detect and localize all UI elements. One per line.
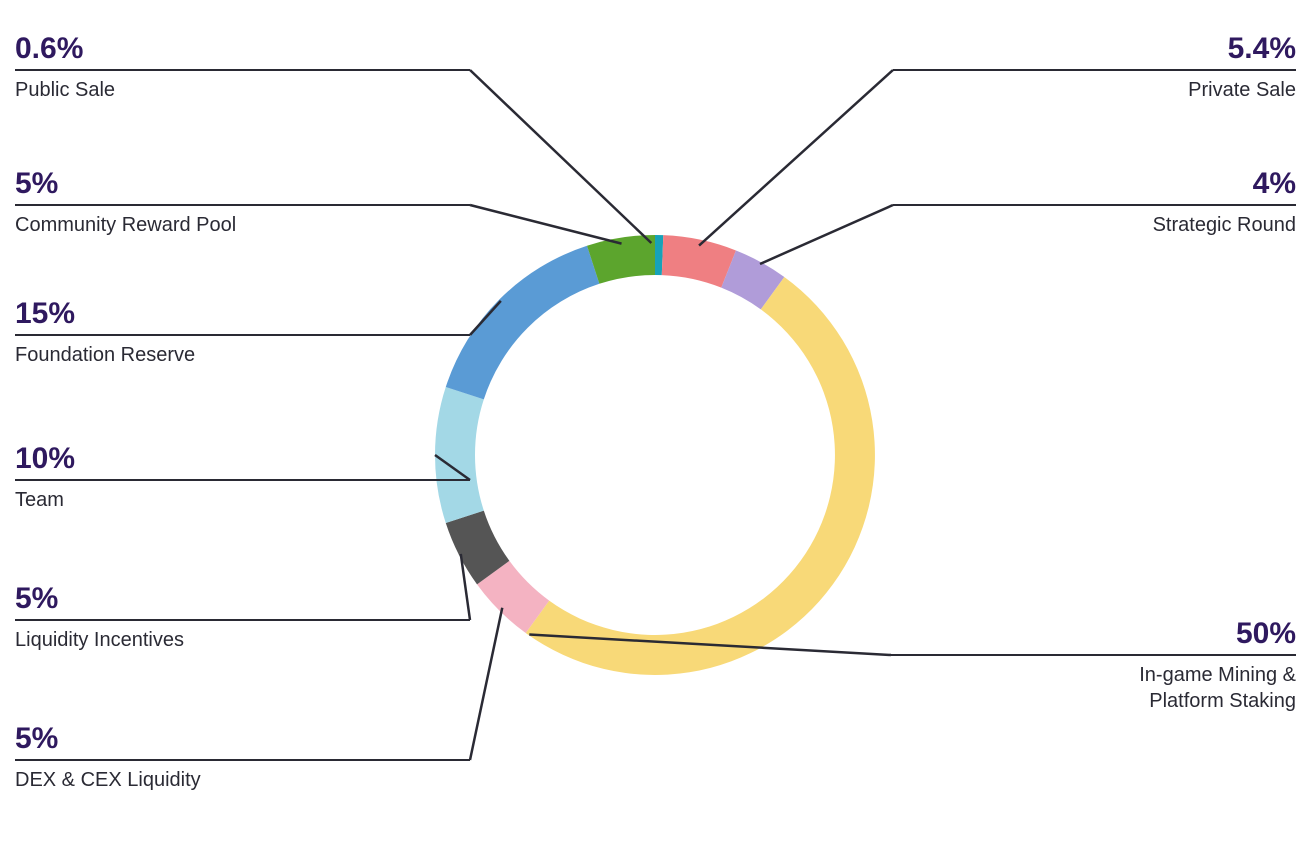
callout-label: In-game Mining & [1139, 664, 1296, 686]
donut-chart: 0.6% Public Sale 5% Community Reward Pool 15… [0, 0, 1311, 863]
callout-label: DEX & CEX Liquidity [15, 769, 201, 791]
callout-leader [470, 608, 502, 760]
callout-label: Community Reward Pool [15, 214, 236, 236]
donut-segment [435, 387, 484, 523]
donut-segment [526, 277, 875, 675]
callout-label: Platform Staking [1149, 690, 1296, 712]
callout-label: Team [15, 489, 64, 511]
callout-percent: 5% [15, 582, 58, 615]
callout-label: Strategic Round [1153, 214, 1296, 236]
callout-leader [760, 205, 893, 264]
callout-leader [470, 70, 651, 243]
callout-percent: 10% [15, 442, 75, 475]
callout-label: Liquidity Incentives [15, 629, 184, 651]
callout-percent: 5.4% [1228, 32, 1296, 65]
callout-label: Foundation Reserve [15, 344, 195, 366]
callout-percent: 0.6% [15, 32, 83, 65]
callout-label: Public Sale [15, 79, 115, 101]
callout-percent: 5% [15, 722, 58, 755]
callout-percent: 15% [15, 297, 75, 330]
donut-segment [446, 246, 600, 400]
callout-percent: 5% [15, 167, 58, 200]
callout-percent: 4% [1253, 167, 1296, 200]
callout-label: Private Sale [1188, 79, 1296, 101]
callouts: 0.6% Public Sale 5% Community Reward Pool 15… [15, 32, 1297, 791]
callout-leader [470, 205, 622, 244]
callout-percent: 50% [1236, 617, 1296, 650]
